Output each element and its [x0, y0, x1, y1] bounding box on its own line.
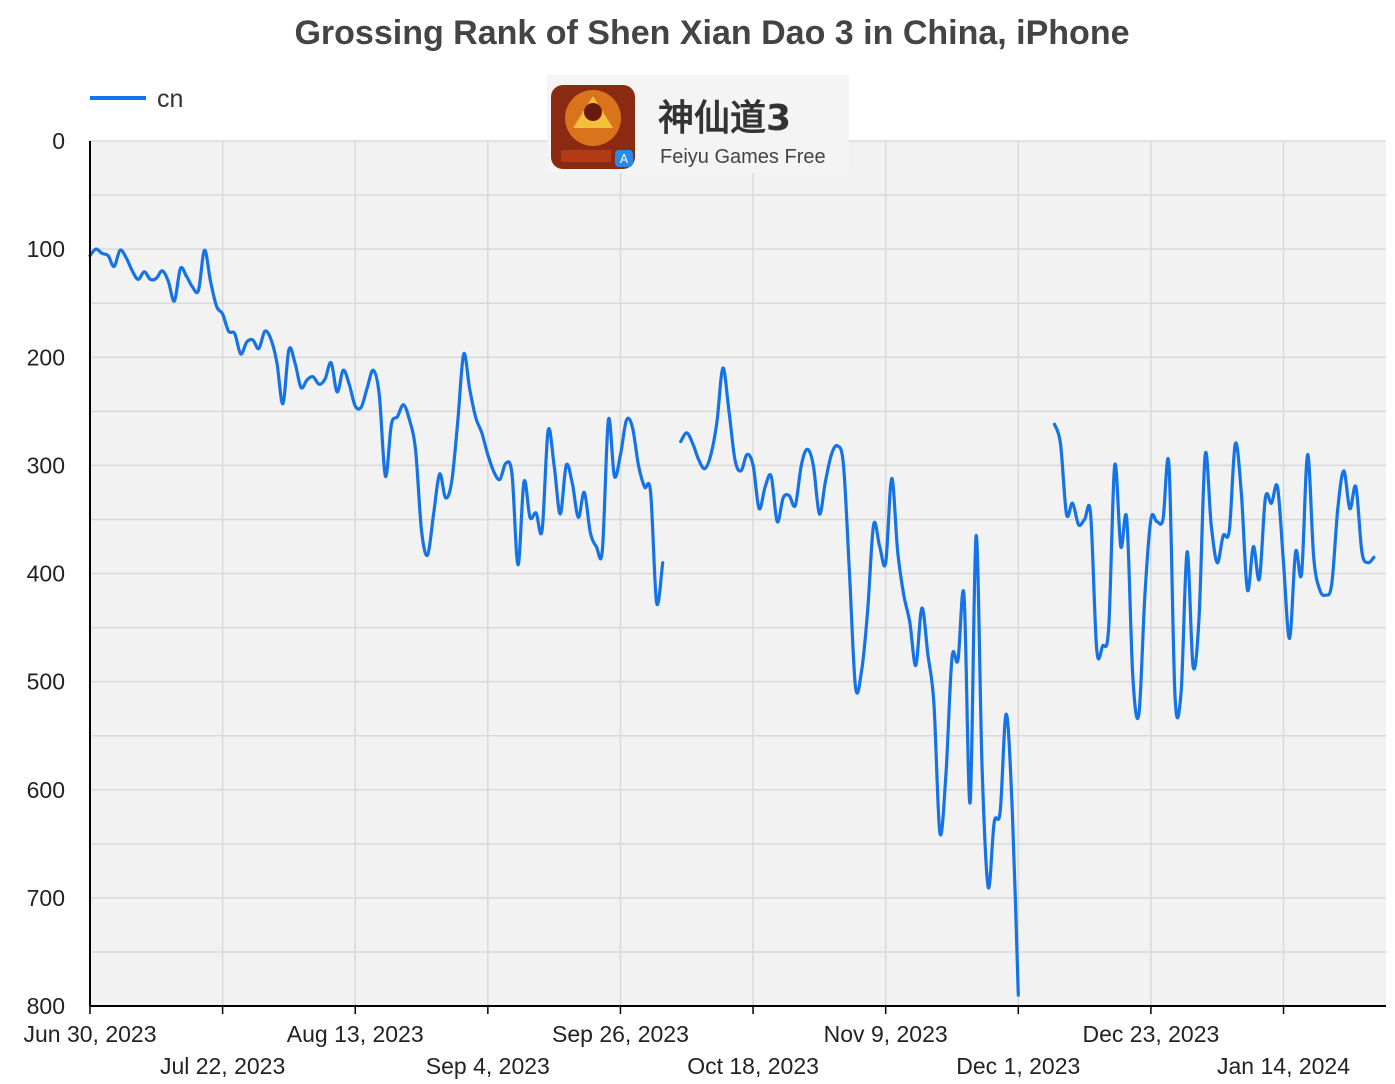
x-tick-label: Jun 30, 2023 [23, 1021, 156, 1047]
y-tick-label: 200 [27, 344, 65, 370]
series-layer [88, 247, 1376, 997]
y-tick-label: 0 [52, 128, 65, 154]
x-tick-label: Dec 1, 2023 [956, 1053, 1080, 1079]
x-tick-label: Dec 23, 2023 [1082, 1021, 1219, 1047]
legend-label-cn: cn [157, 85, 183, 113]
x-tick-label: Jul 22, 2023 [160, 1053, 285, 1079]
x-tick-label: Jan 14, 2024 [1217, 1053, 1350, 1079]
series-line-cn [1052, 422, 1376, 721]
legend: cn [90, 85, 183, 113]
y-tick-label: 800 [27, 993, 65, 1019]
game-app-icon: A [551, 85, 635, 169]
chart-title: Grossing Rank of Shen Xian Dao 3 in Chin… [294, 14, 1129, 52]
x-tick-label: Aug 13, 2023 [287, 1021, 424, 1047]
y-tick-label: 300 [27, 452, 65, 478]
x-tick-label: Nov 9, 2023 [824, 1021, 948, 1047]
series-line-cn [679, 366, 1020, 997]
x-tick-label: Sep 26, 2023 [552, 1021, 689, 1047]
y-tick-label: 100 [27, 236, 65, 262]
y-tick-label: 500 [27, 669, 65, 695]
y-tick-label: 400 [27, 561, 65, 587]
x-tick-label: Sep 4, 2023 [426, 1053, 550, 1079]
svg-text:A: A [620, 152, 629, 166]
y-tick-label: 600 [27, 777, 65, 803]
y-tick-label: 700 [27, 885, 65, 911]
x-tick-label: Oct 18, 2023 [687, 1053, 819, 1079]
y-axis-ticks: 0 100 200 300 400 500 600 700 800 [27, 128, 65, 1019]
app-name: 神仙道3 [658, 98, 791, 139]
series-line-cn [88, 247, 665, 607]
app-publisher: Feiyu Games Free [660, 146, 826, 168]
app-badge: A 神仙道3 Feiyu Games Free [547, 75, 849, 173]
gridlines [89, 140, 1386, 1007]
